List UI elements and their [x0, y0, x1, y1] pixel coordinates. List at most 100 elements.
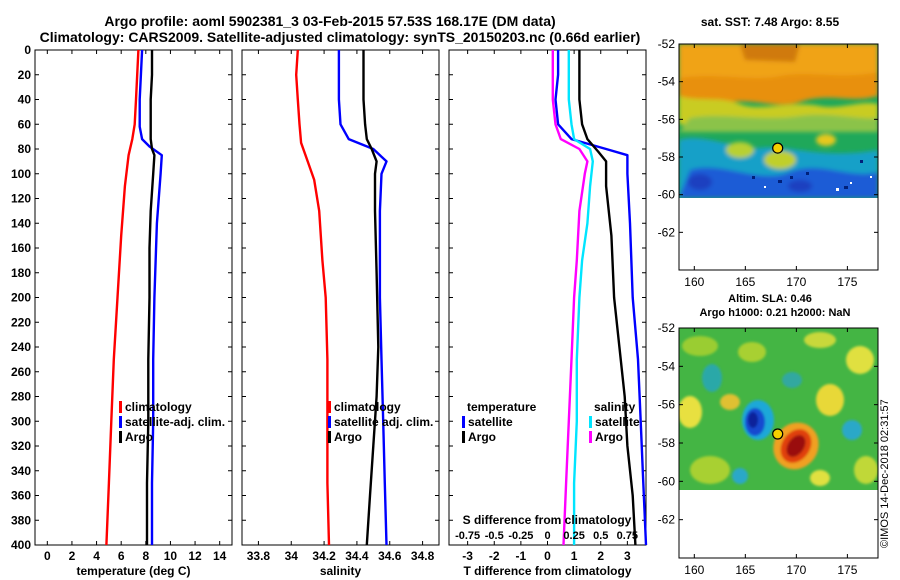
map-longitude-label: 175 [837, 275, 857, 289]
legend-swatch [119, 416, 122, 428]
depth-tick-label: 180 [11, 266, 31, 280]
temperature-xtick-label: 4 [93, 549, 100, 563]
salinity-xlabel: salinity [320, 564, 362, 578]
map-latitude-label: -58 [658, 436, 676, 450]
map-latitude-label: -54 [658, 75, 676, 89]
legend-label: Argo [334, 430, 362, 444]
sst-map: 160 165 170 175 -52 -54 -56 -58 -60 -62 [658, 37, 879, 289]
figure-title-line1: Argo profile: aoml 5902381_3 03-Feb-2015… [104, 13, 555, 29]
depth-tick-label: 360 [11, 489, 31, 503]
difference-xtick-label: -1 [516, 549, 527, 563]
s-difference-axis-label: S difference from climatology [463, 513, 632, 527]
salinity-xtick-label: 34 [285, 549, 299, 563]
map-latitude-label: -52 [658, 37, 676, 51]
temperature-panel: 0204060801001201401601802002202402602803… [11, 43, 233, 578]
sla-map-axes: 160 165 170 175 -52 -54 -56 -58 -60 -62 [658, 321, 878, 577]
depth-tick-label: 320 [11, 439, 31, 453]
difference-xtick-label: 0 [544, 549, 551, 563]
legend-label: satellite [468, 415, 513, 429]
legend-swatch [589, 416, 592, 428]
temperature-xlabel: temperature (deg C) [76, 564, 190, 578]
legend-label: climatology [125, 400, 192, 414]
difference-series-s-argo [551, 50, 589, 546]
salinity-xtick-label: 34.2 [312, 549, 336, 563]
legend-temperature-title: temperature [467, 400, 537, 414]
difference-xtick-label: 2 [597, 549, 604, 563]
map-latitude-label: -56 [658, 112, 676, 126]
depth-tick-label: 280 [11, 390, 31, 404]
salinity-series-climatology [295, 49, 331, 546]
figure-title-line2: Climatology: CARS2009. Satellite-adjuste… [40, 29, 641, 45]
legend-swatch [328, 431, 331, 443]
temperature-series-climatology [105, 49, 140, 546]
depth-tick-label: 240 [11, 340, 31, 354]
map-longitude-label: 165 [735, 563, 755, 577]
legend-swatch [589, 431, 592, 443]
map-latitude-label: -60 [658, 188, 676, 202]
s-difference-tick-label: 0.75 [617, 530, 638, 542]
legend-label: satellite adj. clim. [334, 415, 433, 429]
salinity-xtick-label: 34.4 [345, 549, 369, 563]
s-difference-tick-label: 0.25 [563, 530, 584, 542]
salinity-panel: 33.8 34 34.2 34.4 34.6 34.8 salinity climatolog… [241, 49, 440, 578]
map-longitude-label: 165 [735, 275, 755, 289]
depth-tick-label: 160 [11, 241, 31, 255]
salinity-xtick-label: 33.8 [247, 549, 271, 563]
temperature-xtick-label: 6 [118, 549, 125, 563]
s-difference-tick-label: -0.75 [455, 530, 480, 542]
temperature-series-argo [145, 50, 156, 545]
sst-map-axes: 160 165 170 175 -52 -54 -56 -58 -60 -62 [658, 37, 878, 289]
sla-heatmap-field [679, 328, 878, 490]
difference-xlabel: T difference from climatology [463, 564, 631, 578]
legend-label: climatology [334, 400, 401, 414]
map-longitude-label: 160 [684, 563, 704, 577]
temperature-xtick-label: 10 [164, 549, 178, 563]
legend-label: Argo [468, 430, 496, 444]
salinity-plot-frame [241, 49, 440, 546]
salinity-series-argo [362, 50, 380, 546]
legend-swatch [119, 401, 122, 413]
temperature-xtick-label: 0 [44, 549, 51, 563]
depth-tick-label: 220 [11, 315, 31, 329]
difference-series-t-argo [578, 50, 637, 546]
salinity-xtick-label: 34.8 [411, 549, 435, 563]
temperature-xtick-label: 12 [188, 549, 202, 563]
s-difference-tick-label: 0.5 [593, 530, 608, 542]
legend-swatch [328, 416, 331, 428]
depth-tick-label: 340 [11, 464, 31, 478]
sst-argo-position-marker [772, 142, 784, 154]
difference-xtick-label: 3 [624, 549, 631, 563]
map-longitude-label: 160 [684, 275, 704, 289]
map-longitude-label: 175 [837, 563, 857, 577]
difference-xtick-label: -3 [462, 549, 473, 563]
temperature-series-satellite-adj-clim- [138, 49, 164, 545]
map-longitude-label: 170 [786, 563, 806, 577]
map-latitude-label: -62 [658, 513, 676, 527]
depth-tick-label: 40 [18, 93, 32, 107]
salinity-xtick-label: 34.6 [378, 549, 402, 563]
legend-swatch [462, 431, 465, 443]
depth-tick-label: 20 [18, 68, 32, 82]
legend-salinity-title: salinity [594, 400, 636, 414]
depth-tick-label: 140 [11, 216, 31, 230]
temperature-xtick-label: 2 [69, 549, 76, 563]
map-latitude-label: -52 [658, 321, 676, 335]
legend-swatch [462, 416, 465, 428]
temperature-xtick-label: 8 [142, 549, 149, 563]
depth-tick-label: 0 [24, 43, 31, 57]
s-difference-tick-label: -0.25 [508, 530, 533, 542]
temperature-xtick-label: 14 [213, 549, 227, 563]
map-latitude-label: -62 [658, 225, 676, 239]
depth-tick-label: 400 [11, 538, 31, 552]
map-latitude-label: -60 [658, 474, 676, 488]
sla-map-title-line2: Argo h1000: 0.21 h2000: NaN [699, 307, 850, 319]
depth-tick-label: 60 [18, 117, 32, 131]
map-latitude-label: -56 [658, 398, 676, 412]
sst-heatmap-field [679, 44, 878, 198]
sla-map-title-line1: Altim. SLA: 0.46 [728, 293, 812, 305]
depth-tick-label: 80 [18, 142, 32, 156]
s-difference-tick-label: -0.5 [485, 530, 504, 542]
difference-plot-frame [448, 49, 647, 546]
legend-label: Argo [125, 430, 153, 444]
